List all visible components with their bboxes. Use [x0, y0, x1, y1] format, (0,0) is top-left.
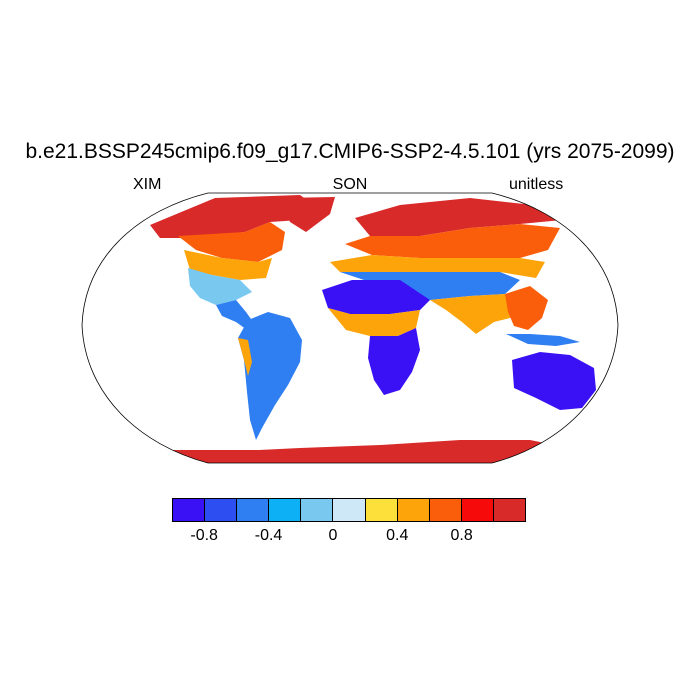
- colorbar-tick-label: -0.4: [254, 527, 283, 544]
- land-eurasia-arctic: [355, 198, 562, 236]
- variable-label: XIM: [133, 176, 162, 193]
- land-greenland: [282, 197, 335, 232]
- land-africa-sahel: [328, 308, 420, 336]
- colorbar: [172, 498, 526, 522]
- land-south-america: [238, 312, 302, 440]
- colorbar-box: [365, 499, 398, 521]
- colorbar-tick-label: 0: [328, 527, 338, 544]
- colorbar-box: [173, 499, 206, 521]
- land-north-america-arctic: [150, 195, 318, 238]
- colorbar-box: [269, 499, 302, 521]
- plot-title: b.e21.BSSP245cmip6.f09_g17.CMIP6-SSP2-4.…: [25, 140, 675, 163]
- units-label: unitless: [509, 176, 564, 193]
- land-africa-south: [368, 328, 420, 395]
- colorbar-tick-label: 0.8: [450, 527, 473, 544]
- season-label: SON: [332, 176, 368, 193]
- land-eurasia-mid: [340, 272, 520, 300]
- land-australia: [512, 352, 596, 410]
- colorbar-box: [237, 499, 270, 521]
- land-antarctica-base: [170, 450, 590, 463]
- land-indonesia: [506, 334, 580, 346]
- map-border: [81, 192, 619, 464]
- colorbar-box: [333, 499, 366, 521]
- land-south-asia: [430, 294, 520, 334]
- colorbar-box: [429, 499, 462, 521]
- land-north-america-mid: [188, 268, 252, 305]
- colorbar-box: [397, 499, 430, 521]
- land-eurasia-boreal: [345, 224, 560, 258]
- land-southeast-asia: [505, 286, 548, 330]
- colorbar-box: [205, 499, 238, 521]
- land-north-america-boreal: [178, 222, 285, 262]
- colorbar-box: [301, 499, 334, 521]
- colorbar-tick-label: 0.4: [386, 527, 409, 544]
- colorbar-tick-label: -0.8: [190, 527, 218, 544]
- land-north-america-temperate: [184, 250, 272, 280]
- land-eurasia-temperate: [330, 255, 545, 278]
- land-africa-north: [322, 280, 430, 314]
- colorbar-box: [493, 499, 526, 521]
- colorbar-box: [461, 499, 494, 521]
- land-south-america-west: [238, 338, 252, 376]
